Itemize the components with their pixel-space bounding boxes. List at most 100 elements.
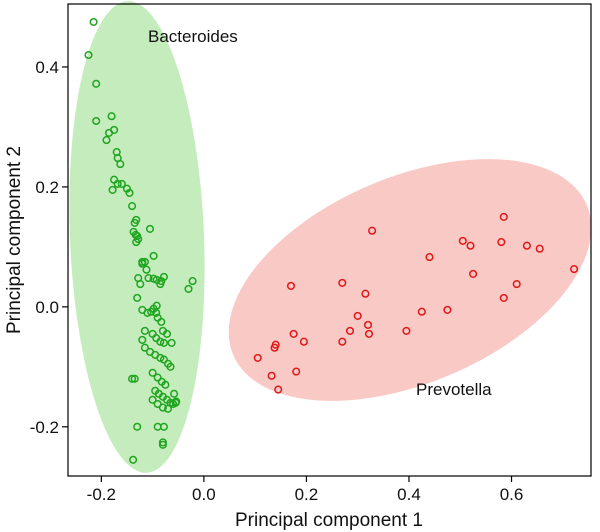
prevotella-point — [345, 326, 355, 335]
bacteroides-point — [89, 17, 98, 27]
prevotella-point — [417, 307, 426, 316]
bacteroides-point — [107, 112, 116, 121]
bacteroides-point — [84, 50, 93, 60]
prevotella-point — [402, 326, 411, 335]
bacteroides-point — [140, 343, 149, 352]
bacteroides-point — [156, 280, 165, 289]
bacteroides-point — [161, 380, 170, 389]
bacteroides-point — [184, 284, 193, 293]
prevotella-point — [458, 236, 467, 245]
bacteroides-point — [145, 224, 155, 233]
prevotella-region — [228, 159, 592, 401]
bacteroides-region — [69, 1, 205, 473]
prevotella-point — [363, 320, 373, 329]
bacteroides-point — [171, 398, 180, 407]
bacteroides-point — [92, 79, 101, 88]
prevotella-point — [535, 244, 544, 253]
bacteroides-point — [148, 368, 157, 377]
bacteroides-point — [132, 238, 141, 247]
bacteroides-point — [130, 374, 139, 383]
prevotella-point — [270, 343, 279, 352]
prevotella-point — [253, 353, 262, 362]
bacteroides-point — [166, 362, 175, 371]
prevotella-point — [512, 280, 521, 289]
prevotella-point — [353, 311, 362, 320]
bacteroides-point — [108, 185, 117, 194]
bacteroides-point — [167, 338, 176, 347]
y-axis: -0.2 0.0 0.2 0.4 — [30, 58, 68, 437]
prevotella-point — [570, 265, 579, 274]
bacteroides-point — [158, 403, 167, 412]
bacteroides-point — [143, 308, 152, 317]
prevotella-point — [499, 212, 508, 221]
bacteroides-point — [153, 399, 162, 409]
bacteroides-label: Bacteroides — [148, 27, 238, 46]
prevotella-point — [267, 371, 276, 380]
x-tick-label: 0.6 — [500, 485, 524, 504]
bacteroides-point — [153, 373, 162, 382]
prevotella-point — [289, 329, 298, 338]
x-axis: -0.2 0.0 0.2 0.4 0.6 — [87, 476, 524, 504]
x-tick-label: 0.2 — [295, 485, 319, 504]
y-tick-label: 0.2 — [35, 178, 59, 197]
prevotella-point — [469, 269, 478, 278]
bacteroides-point — [125, 188, 134, 197]
prevotella-point — [364, 329, 374, 338]
bacteroides-point — [138, 259, 147, 268]
bacteroides-point — [116, 160, 125, 169]
prevotella-point — [443, 305, 452, 314]
bacteroides-point — [133, 293, 142, 302]
bacteroides-point — [148, 395, 157, 404]
x-tick-label: 0.0 — [192, 485, 216, 504]
y-tick-label: 0.0 — [35, 298, 59, 317]
bacteroides-point — [159, 355, 168, 364]
bacteroides-point — [104, 128, 114, 137]
bacteroides-point — [136, 280, 145, 289]
bacteroides-point — [149, 251, 158, 260]
bacteroides-point — [152, 308, 161, 317]
bacteroides-point — [117, 179, 126, 188]
prevotella-series — [253, 212, 579, 394]
prevotella-point — [497, 238, 506, 247]
prevotella-point — [425, 253, 434, 262]
y-tick-label: 0.4 — [35, 58, 59, 77]
bacteroides-point — [156, 337, 165, 346]
prevotella-point — [361, 289, 370, 298]
prevotella-point — [338, 337, 347, 346]
bacteroides-point — [142, 265, 151, 274]
bacteroides-point — [158, 440, 167, 449]
prevotella-point — [274, 385, 283, 394]
prevotella-point — [499, 293, 508, 302]
data-points — [84, 17, 579, 464]
bacteroides-series — [84, 17, 197, 464]
x-axis-title: Principal component 1 — [235, 510, 423, 531]
bacteroides-point — [159, 338, 168, 347]
bacteroides-point — [138, 335, 147, 344]
bacteroides-point — [92, 116, 101, 126]
bacteroides-point — [188, 277, 197, 286]
y-tick-label: -0.2 — [30, 418, 59, 437]
prevotella-point — [522, 241, 531, 250]
bacteroides-point — [157, 317, 166, 326]
bacteroides-point — [170, 389, 179, 398]
bacteroides-point — [128, 202, 137, 211]
prevotella-point — [286, 281, 296, 290]
bacteroides-point — [129, 455, 138, 464]
prevotella-point — [299, 337, 308, 346]
prevotella-label: Prevotella — [416, 380, 492, 399]
prevotella-point — [292, 367, 301, 376]
prevotella-point — [368, 226, 377, 235]
bacteroides-point — [159, 422, 168, 431]
bacteroides-point — [133, 422, 142, 431]
x-tick-label: 0.4 — [397, 485, 421, 504]
bacteroides-point — [130, 218, 139, 227]
bacteroides-point — [128, 374, 137, 383]
x-tick-label: -0.2 — [87, 485, 116, 504]
bacteroides-point — [144, 274, 153, 283]
plot-frame — [67, 3, 592, 477]
cluster-regions — [69, 1, 592, 473]
y-axis-title: Principal component 2 — [4, 146, 25, 334]
bacteroides-point — [113, 179, 122, 188]
prevotella-point — [338, 278, 347, 287]
